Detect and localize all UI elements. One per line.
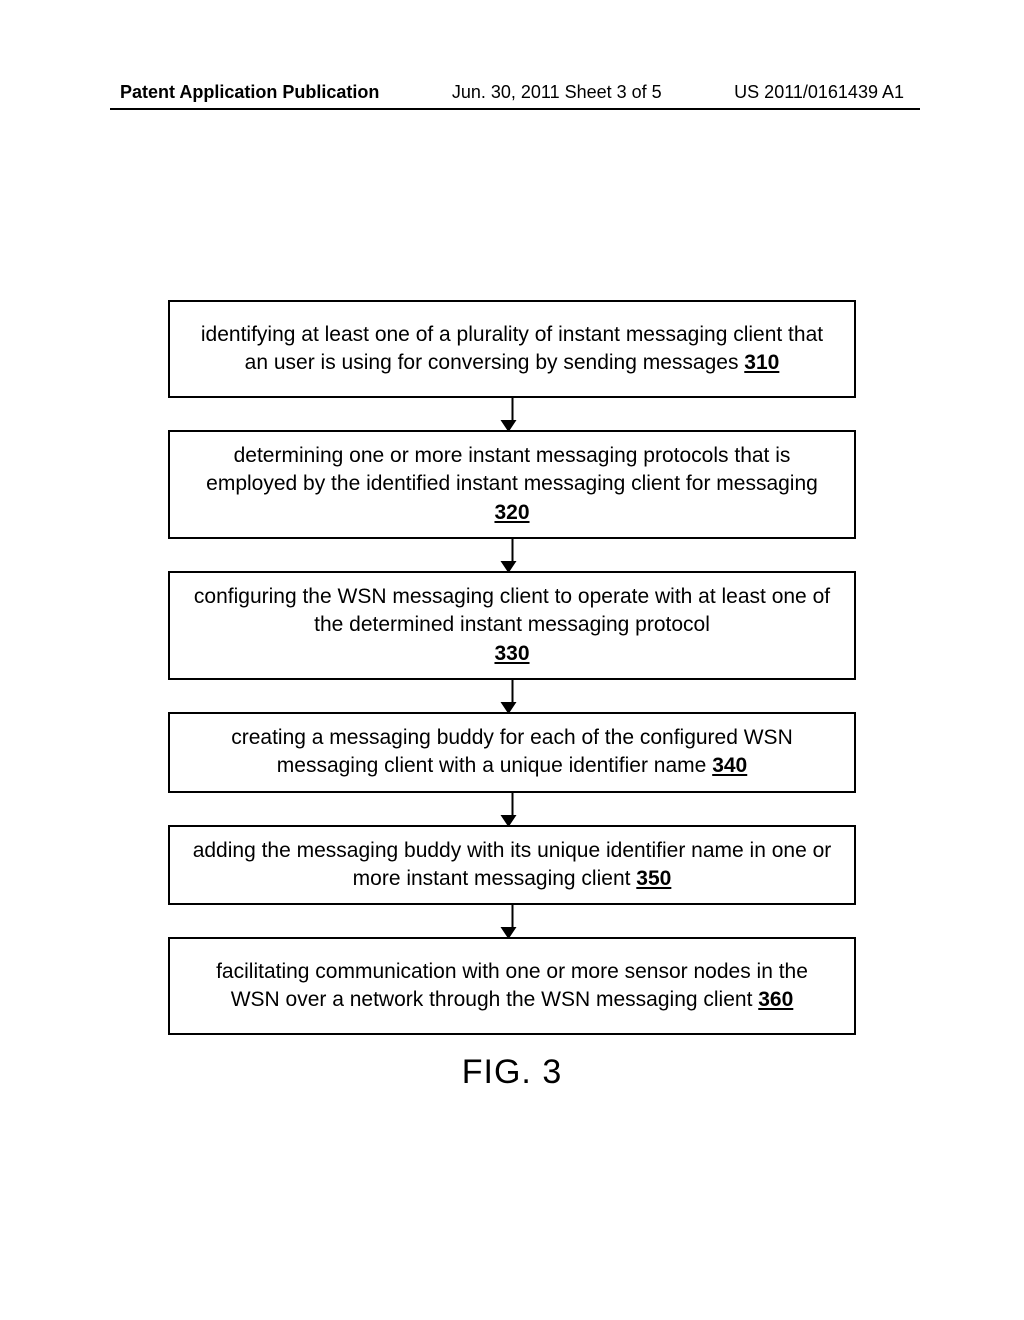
box-ref-310: 310 [744, 351, 779, 374]
box-ref-330: 330 [494, 642, 529, 665]
header-center: Jun. 30, 2011 Sheet 3 of 5 [452, 82, 662, 103]
header-left: Patent Application Publication [120, 82, 379, 103]
box-ref-320: 320 [494, 501, 529, 524]
figure-label: FIG. 3 [168, 1053, 856, 1092]
box-text: determining one or more instant messagin… [190, 442, 834, 527]
flowchart-box-340: creating a messaging buddy for each of t… [168, 712, 856, 793]
box-text: facilitating communication with one or m… [190, 958, 834, 1015]
box-text: creating a messaging buddy for each of t… [190, 724, 834, 781]
flowchart-box-350: adding the messaging buddy with its uniq… [168, 825, 856, 906]
box-text: configuring the WSN messaging client to … [190, 583, 834, 668]
arrow-4 [168, 793, 856, 825]
arrow-icon [508, 539, 517, 573]
arrow-icon [508, 793, 517, 827]
arrow-3 [168, 680, 856, 712]
arrow-5 [168, 905, 856, 937]
flowchart-box-360: facilitating communication with one or m… [168, 937, 856, 1035]
box-ref-340: 340 [712, 754, 747, 777]
boxes-container: identifying at least one of a plurality … [168, 300, 856, 1035]
box-ref-350: 350 [636, 867, 671, 890]
box-text: identifying at least one of a plurality … [190, 321, 834, 378]
arrow-icon [508, 905, 517, 939]
arrow-icon [508, 398, 517, 432]
header-right: US 2011/0161439 A1 [734, 82, 904, 103]
flowchart-box-310: identifying at least one of a plurality … [168, 300, 856, 398]
page-header: Patent Application Publication Jun. 30, … [0, 82, 1024, 103]
box-text: adding the messaging buddy with its uniq… [190, 837, 834, 894]
header-divider [110, 108, 920, 110]
flowchart-box-330: configuring the WSN messaging client to … [168, 571, 856, 680]
arrow-2 [168, 539, 856, 571]
box-ref-360: 360 [758, 988, 793, 1011]
arrow-icon [508, 680, 517, 714]
flowchart-container: identifying at least one of a plurality … [168, 300, 856, 1092]
arrow-1 [168, 398, 856, 430]
flowchart-box-320: determining one or more instant messagin… [168, 430, 856, 539]
